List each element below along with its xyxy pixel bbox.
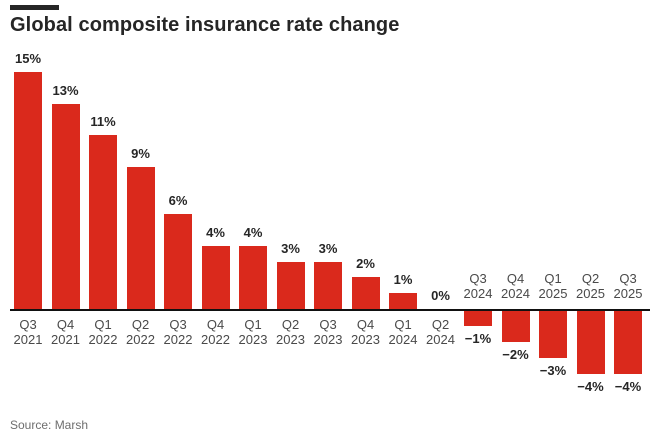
category-label: Q4 2022 (186, 317, 246, 347)
category-year: 2023 (276, 332, 305, 347)
category-label: Q4 2021 (36, 317, 96, 347)
category-label: Q2 2023 (261, 317, 321, 347)
category-quarter: Q3 (19, 317, 37, 332)
value-label: 3% (281, 240, 300, 256)
value-label: 9% (131, 145, 150, 161)
bar (164, 214, 192, 309)
category-label: Q4 2024 (486, 271, 546, 301)
value-label: −2% (502, 347, 529, 363)
category-year: 2021 (51, 332, 80, 347)
category-year: 2023 (313, 332, 343, 347)
value-label: 4% (243, 224, 263, 240)
category-year: 2024 (426, 332, 455, 347)
bar (239, 245, 267, 309)
bar (314, 261, 342, 309)
category-quarter: Q2 (281, 317, 300, 332)
category-quarter: Q1 (244, 317, 262, 332)
category-year: 2024 (501, 286, 530, 301)
category-quarter: Q4 (56, 317, 75, 332)
category-quarter: Q3 (319, 317, 337, 332)
category-label: Q2 2024 (411, 317, 471, 347)
bar (89, 135, 117, 309)
bar (539, 310, 567, 358)
value-label: 1% (393, 272, 413, 288)
value-label: −4% (614, 378, 642, 394)
category-label: Q2 2025 (561, 271, 621, 301)
source-note: Source: Marsh (10, 418, 89, 432)
category-year: 2025 (538, 286, 568, 301)
value-label: −3% (539, 362, 567, 378)
category-year: 2024 (463, 286, 493, 301)
category-quarter: Q3 (619, 271, 637, 286)
category-year: 2024 (388, 332, 418, 347)
bar (126, 166, 155, 309)
bar (501, 310, 530, 343)
category-label: Q3 2021 (0, 317, 58, 347)
chart-title: Global composite insurance rate change (10, 14, 400, 36)
category-quarter: Q4 (206, 317, 225, 332)
category-label: Q4 2023 (336, 317, 396, 347)
category-quarter: Q3 (469, 271, 487, 286)
category-year: 2023 (351, 332, 380, 347)
bar (614, 310, 642, 374)
category-label: Q3 2023 (298, 317, 358, 347)
bar (576, 310, 605, 374)
x-axis-line (10, 309, 650, 311)
value-label: 4% (206, 224, 225, 240)
category-quarter: Q2 (131, 317, 150, 332)
category-year: 2023 (238, 332, 268, 347)
category-year: 2022 (163, 332, 193, 347)
category-year: 2025 (576, 286, 605, 301)
bar (351, 277, 380, 309)
category-year: 2025 (613, 286, 643, 301)
category-label: Q3 2022 (148, 317, 208, 347)
category-quarter: Q3 (169, 317, 187, 332)
category-label: Q1 2023 (223, 317, 283, 347)
category-label: Q1 2025 (523, 271, 583, 301)
category-quarter: Q4 (506, 271, 525, 286)
category-label: Q3 2025 (598, 271, 656, 301)
bar (276, 261, 305, 309)
category-year: 2022 (88, 332, 118, 347)
value-label: 3% (318, 240, 338, 256)
category-quarter: Q1 (94, 317, 112, 332)
category-quarter: Q4 (356, 317, 375, 332)
category-quarter: Q2 (431, 317, 450, 332)
bar (51, 103, 80, 309)
value-label: −1% (464, 331, 492, 347)
bar (389, 293, 417, 309)
value-label: 13% (52, 82, 79, 98)
category-quarter: Q2 (581, 271, 600, 286)
value-label: 2% (356, 256, 375, 272)
bar (14, 72, 42, 309)
value-label: −4% (577, 378, 604, 394)
category-quarter: Q1 (544, 271, 562, 286)
category-label: Q3 2024 (448, 271, 508, 301)
bar (464, 310, 492, 327)
title-accent-rule (10, 5, 59, 10)
value-label: 0% (431, 288, 450, 303)
category-year: 2022 (201, 332, 230, 347)
value-label: 6% (168, 193, 188, 209)
category-year: 2021 (13, 332, 43, 347)
category-label: Q1 2022 (73, 317, 133, 347)
category-label: Q2 2022 (111, 317, 171, 347)
category-quarter: Q1 (394, 317, 412, 332)
value-label: 11% (90, 114, 116, 130)
category-label: Q1 2024 (373, 317, 433, 347)
category-year: 2022 (126, 332, 155, 347)
bar (201, 245, 230, 309)
value-label: 15% (14, 51, 42, 66)
